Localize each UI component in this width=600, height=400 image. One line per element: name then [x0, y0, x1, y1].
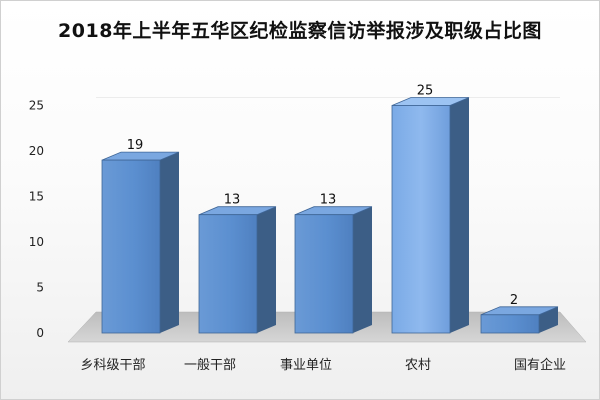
bar-side-face: [160, 152, 179, 333]
bar: [294, 206, 373, 334]
x-category-label: 事业单位: [280, 358, 332, 373]
bar-side-face: [353, 206, 372, 333]
x-category-label: 一般干部: [184, 357, 236, 373]
bar: [391, 97, 470, 334]
x-category-label: 乡科级干部: [80, 358, 145, 373]
data-label: 13: [320, 193, 337, 208]
bar-side-face: [539, 306, 558, 333]
bar-front-face: [391, 105, 451, 334]
bar-side-face: [450, 97, 469, 333]
bar: [480, 306, 559, 334]
data-label: 2: [510, 293, 518, 308]
data-label: 19: [127, 138, 144, 153]
y-tick-label: 10: [29, 235, 44, 249]
y-tick-label: 15: [29, 190, 44, 204]
y-tick-label: 5: [36, 281, 44, 295]
data-label: 13: [224, 193, 241, 208]
bar-front-face: [294, 214, 354, 334]
bar-side-face: [257, 206, 276, 333]
data-label: 25: [417, 84, 434, 99]
bar: [101, 151, 180, 334]
bar-front-face: [101, 159, 161, 334]
x-category-label: 农村: [405, 358, 431, 373]
bar-front-face: [480, 314, 540, 334]
y-tick-label: 0: [36, 326, 44, 340]
chart-title: 2018年上半年五华区纪检监察信访举报涉及职级占比图: [58, 20, 542, 42]
y-tick-label: 25: [29, 99, 44, 113]
x-category-label: 国有企业: [514, 357, 566, 373]
y-tick-label: 20: [29, 144, 44, 158]
bar-front-face: [198, 214, 258, 334]
bar: [198, 206, 277, 334]
